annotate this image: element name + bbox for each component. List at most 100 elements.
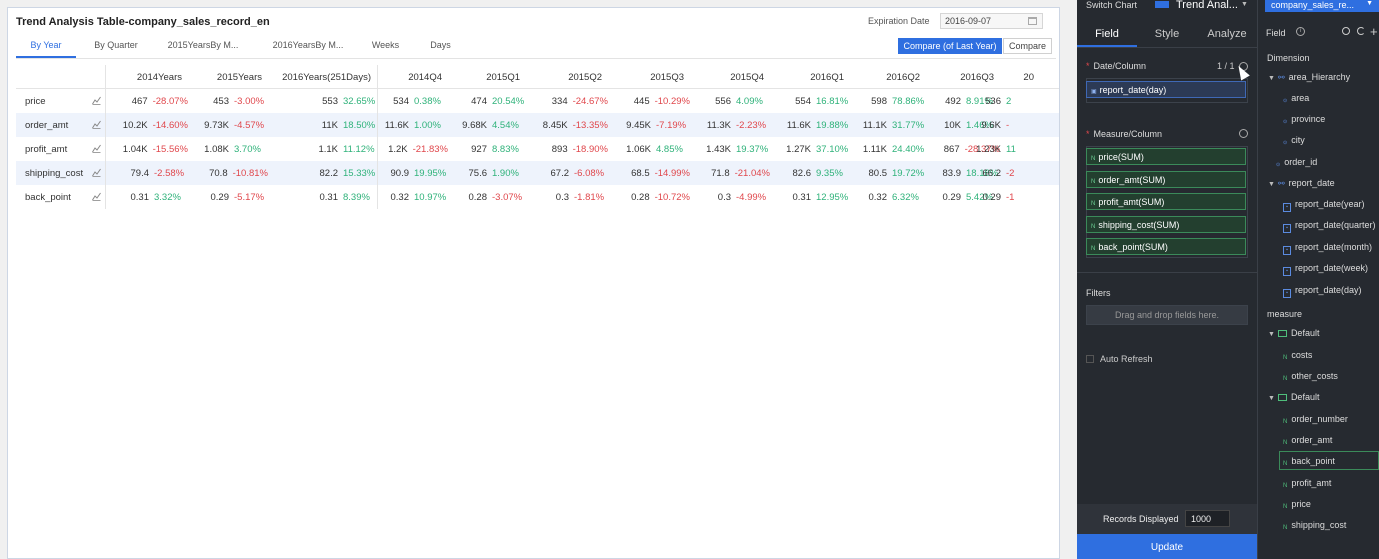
field-item[interactable]: ▪ report_date(day) bbox=[1283, 285, 1362, 298]
date-field-pill[interactable]: ▣ report_date(day) bbox=[1086, 81, 1246, 98]
cell-change-percent: 12.95% bbox=[816, 192, 849, 203]
field-item[interactable]: ⊙ area bbox=[1283, 93, 1309, 107]
records-displayed-input[interactable]: 1000 bbox=[1185, 510, 1230, 527]
tab-analyze[interactable]: Analyze bbox=[1207, 28, 1247, 40]
column-header: 2015Q3 bbox=[650, 72, 684, 83]
search-icon[interactable] bbox=[1342, 27, 1350, 35]
column-header: 20 bbox=[1023, 72, 1034, 83]
gear-icon[interactable] bbox=[1239, 129, 1248, 138]
tab-2016-by-month[interactable]: 2016YearsBy M... bbox=[272, 40, 344, 50]
cell-value: 0.31 bbox=[130, 192, 150, 203]
cell-value: 79.4 bbox=[130, 168, 150, 179]
filters-dropzone[interactable]: Drag and drop fields here. bbox=[1086, 305, 1248, 325]
tab-days[interactable]: Days bbox=[430, 40, 451, 50]
number-field-icon: N bbox=[1283, 483, 1288, 489]
cell-change-percent: 5.42% bbox=[966, 192, 993, 203]
field-item[interactable]: ▪ report_date(quarter) bbox=[1283, 220, 1376, 233]
geo-field-icon: ⊙ bbox=[1283, 98, 1288, 104]
tab-field[interactable]: Field bbox=[1077, 18, 1137, 47]
cell-value: 1.11K bbox=[862, 144, 887, 155]
auto-refresh-checkbox[interactable] bbox=[1086, 355, 1094, 363]
cell-value: 1.08K bbox=[204, 144, 229, 155]
cell-change-percent: 1.00% bbox=[414, 120, 441, 131]
field-item[interactable]: ⊙ province bbox=[1283, 114, 1325, 128]
trend-chart-icon[interactable] bbox=[92, 192, 101, 201]
hierarchy-icon: ⚯ bbox=[1277, 179, 1285, 188]
cell-change-percent: -7.19% bbox=[656, 120, 687, 131]
cell-value: 474 bbox=[471, 96, 487, 107]
tab-by-quarter[interactable]: By Quarter bbox=[94, 40, 138, 50]
dimension-label: Dimension bbox=[1267, 53, 1310, 63]
table-cell: 0.29 5.42% bbox=[926, 185, 1000, 209]
cell-change-percent: 19.72% bbox=[892, 168, 925, 179]
tree-group[interactable]: ▼ ⚯ area_Hierarchy bbox=[1268, 72, 1350, 82]
caret-down-icon[interactable]: ▼ bbox=[1268, 75, 1275, 82]
cell-change-percent: -6.08% bbox=[574, 168, 605, 179]
trend-chart-icon[interactable] bbox=[92, 168, 101, 177]
records-displayed-row: Records Displayed 1000 bbox=[1077, 504, 1257, 534]
tree-group[interactable]: ▼ ⚯ report_date bbox=[1268, 178, 1335, 188]
field-label: order_amt bbox=[1291, 435, 1333, 445]
tab-by-year[interactable]: By Year bbox=[16, 34, 76, 58]
cell-value: 553 bbox=[322, 96, 338, 107]
table-cell: 0.29 -1 bbox=[983, 185, 1040, 209]
tab-style[interactable]: Style bbox=[1154, 28, 1180, 40]
refresh-icon[interactable] bbox=[1357, 27, 1365, 35]
field-item[interactable]: ⊙ city bbox=[1283, 135, 1305, 149]
cell-change-percent: 8.83% bbox=[492, 144, 519, 155]
update-button[interactable]: Update bbox=[1077, 534, 1257, 559]
table-header-row: 2014Years 2015Years 2016Years(251Days) 2014… bbox=[16, 65, 1059, 89]
compare-last-year-button[interactable]: Compare (of Last Year) bbox=[898, 38, 1002, 54]
dataset-selector[interactable]: company_sales_re... ▼ bbox=[1265, 0, 1379, 12]
compare-button[interactable]: Compare bbox=[1003, 38, 1052, 54]
cell-value: 0.3 bbox=[555, 192, 569, 203]
caret-down-icon[interactable]: ▼ bbox=[1268, 331, 1275, 338]
table-cell: 1.11K 24.40% bbox=[850, 137, 926, 161]
expiration-date-picker[interactable]: 2016-09-07 bbox=[940, 13, 1043, 29]
tab-weeks[interactable]: Weeks bbox=[371, 40, 400, 50]
trend-chart-icon[interactable] bbox=[92, 144, 101, 153]
cell-change-percent: 32.65% bbox=[343, 96, 376, 107]
field-label: order_number bbox=[1291, 414, 1348, 424]
field-item[interactable]: ▪ report_date(year) bbox=[1283, 199, 1365, 212]
cell-value: 71.8 bbox=[711, 168, 730, 179]
number-field-icon: N bbox=[1283, 440, 1288, 446]
cell-change-percent: 20.54% bbox=[492, 96, 525, 107]
cell-change-percent: 16.81% bbox=[816, 96, 849, 107]
column-header: 2015Years bbox=[216, 72, 262, 83]
cell-value: 556 bbox=[715, 96, 731, 107]
caret-down-icon[interactable]: ▼ bbox=[1268, 395, 1275, 402]
info-icon[interactable]: i bbox=[1296, 27, 1305, 36]
field-item[interactable]: ▪ report_date(month) bbox=[1283, 242, 1372, 255]
date-column-title: * Date/Column bbox=[1086, 61, 1147, 71]
table-cell: 1.1K 11.12% bbox=[268, 137, 378, 161]
tab-2015-by-month[interactable]: 2015YearsBy M... bbox=[167, 40, 239, 50]
caret-down-icon[interactable]: ▼ bbox=[1268, 181, 1275, 188]
chart-type-icon[interactable] bbox=[1155, 1, 1169, 8]
tree-folder[interactable]: ▼ Default bbox=[1268, 392, 1319, 402]
chart-type-name[interactable]: Trend Anal... bbox=[1176, 0, 1238, 11]
chevron-down-icon[interactable]: ▼ bbox=[1241, 1, 1248, 8]
field-item[interactable]: ⊙ order_id bbox=[1276, 157, 1317, 171]
trend-chart-icon[interactable] bbox=[92, 120, 101, 129]
trend-chart-icon[interactable] bbox=[92, 96, 101, 105]
field-item[interactable]: ▪ report_date(week) bbox=[1283, 263, 1368, 276]
table-cell: 9.45K -7.19% bbox=[608, 113, 690, 137]
add-icon[interactable]: + bbox=[1370, 24, 1378, 39]
table-row: profit_amt 1.04K -15.56% 1.08K 3.70% 1.1K 11.1… bbox=[16, 137, 1059, 161]
gear-icon[interactable] bbox=[1239, 62, 1248, 71]
tree-folder[interactable]: ▼ Default bbox=[1268, 328, 1319, 338]
